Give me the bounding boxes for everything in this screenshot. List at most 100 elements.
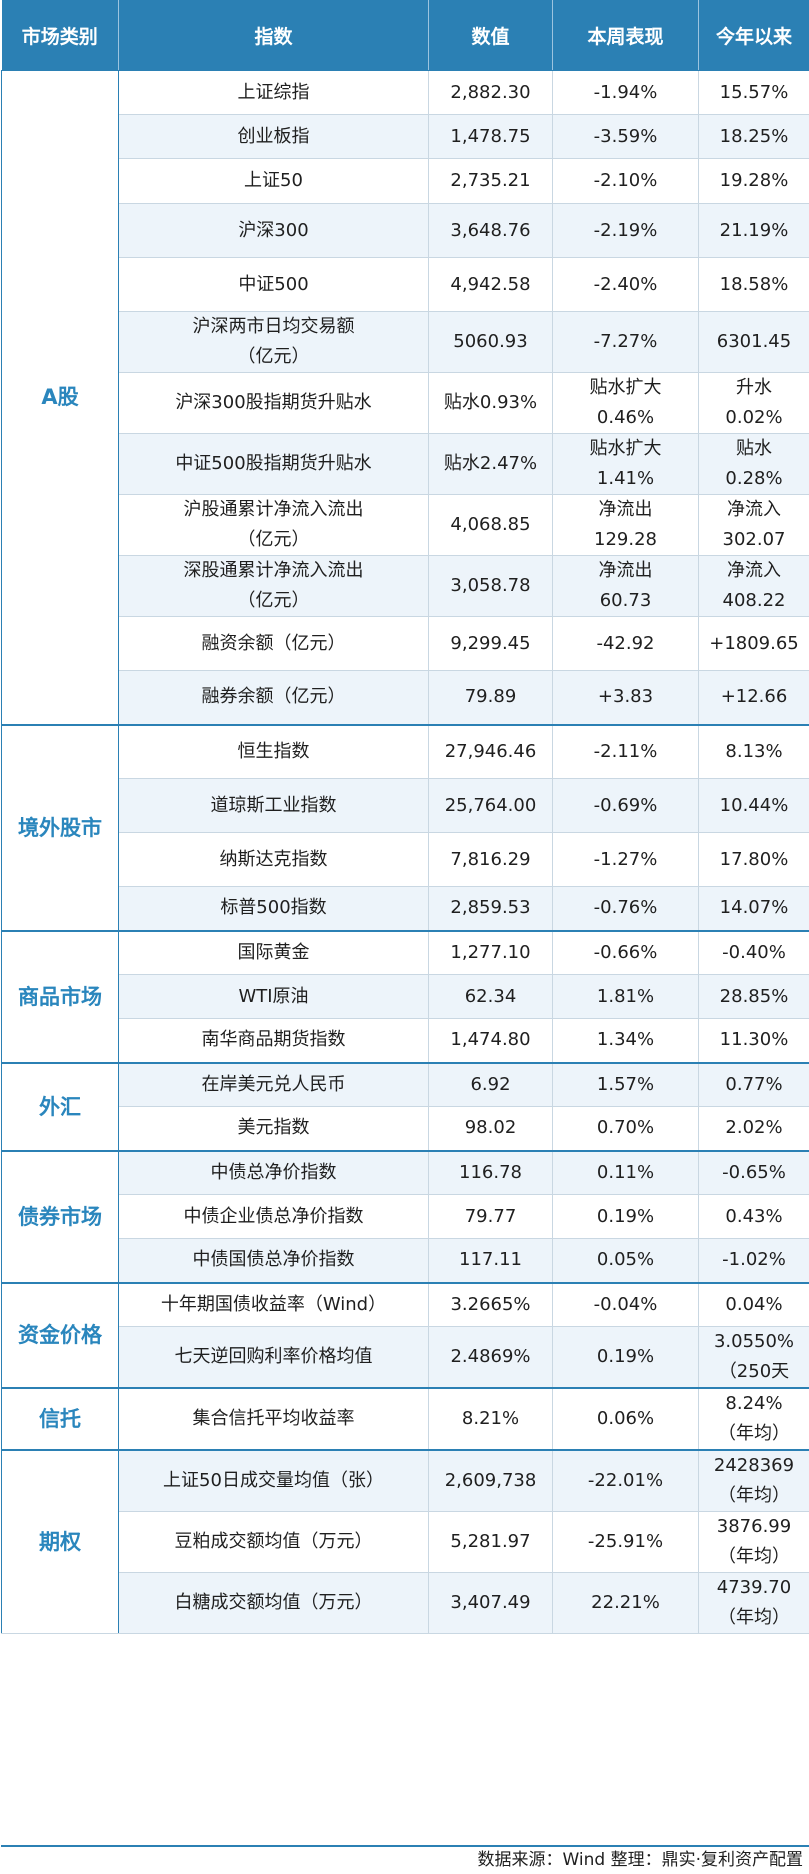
value-cell: 2,859.53 (429, 887, 553, 931)
week-change-cell: -2.10% (553, 159, 699, 204)
header-index: 指数 (119, 0, 429, 71)
value-cell-line: 25,764.00 (433, 791, 548, 821)
ytd-change-cell-line: 2428369 (703, 1451, 805, 1481)
index-name-cell: 创业板指 (119, 115, 429, 159)
ytd-change-cell-line: 3876.99 (703, 1512, 805, 1542)
index-name-cell-line: 沪深300 (123, 216, 424, 246)
index-name-cell: 沪深两市日均交易额（亿元） (119, 312, 429, 373)
ytd-change-cell-line: 21.19% (703, 216, 805, 246)
ytd-change-cell: 6301.45 (699, 312, 809, 373)
value-cell: 27,946.46 (429, 725, 553, 779)
value-cell-line: 7,816.29 (433, 845, 548, 875)
index-name-cell-line: 集合信托平均收益率 (123, 1404, 424, 1434)
index-name-cell: 中债总净价指数 (119, 1151, 429, 1195)
ytd-change-cell-line: 17.80% (703, 845, 805, 875)
value-cell-line: 4,068.85 (433, 510, 548, 540)
value-cell-line: 79.89 (433, 682, 548, 712)
ytd-change-cell-line: 18.25% (703, 122, 805, 152)
value-cell: 2,882.30 (429, 71, 553, 115)
ytd-change-cell: 0.43% (699, 1195, 809, 1239)
ytd-change-cell-line: （250天 (703, 1357, 805, 1387)
category-cell: 期权 (2, 1450, 119, 1634)
ytd-change-cell: -0.40% (699, 931, 809, 975)
week-change-cell: 0.05% (553, 1239, 699, 1283)
week-change-cell: -7.27% (553, 312, 699, 373)
week-change-cell-line: -0.66% (557, 938, 694, 968)
value-cell: 25,764.00 (429, 779, 553, 833)
header-row: 市场类别 指数 数值 本周表现 今年以来 (2, 0, 809, 71)
index-name-cell-line: 白糖成交额均值（万元） (123, 1588, 424, 1618)
week-change-cell-line: -0.76% (557, 893, 694, 923)
ytd-change-cell: 8.13% (699, 725, 809, 779)
week-change-cell-line: 0.19% (557, 1202, 694, 1232)
week-change-cell: +3.83 (553, 671, 699, 725)
category-cell: 信托 (2, 1388, 119, 1450)
value-cell: 4,068.85 (429, 495, 553, 556)
ytd-change-cell-line: 0.43% (703, 1202, 805, 1232)
table-row: 沪深两市日均交易额（亿元）5060.93-7.27%6301.45 (2, 312, 809, 373)
week-change-cell-line: 净流出 (557, 556, 694, 586)
week-change-cell-line: 1.81% (557, 982, 694, 1012)
ytd-change-cell-line: -0.40% (703, 938, 805, 968)
value-cell: 2,609,738 (429, 1450, 553, 1512)
value-cell-line: 3.2665% (433, 1290, 548, 1320)
index-name-cell: 融资余额（亿元） (119, 617, 429, 671)
ytd-change-cell: 19.28% (699, 159, 809, 204)
category-cell: A股 (2, 71, 119, 725)
value-cell-line: 3,058.78 (433, 571, 548, 601)
value-cell: 117.11 (429, 1239, 553, 1283)
week-change-cell: 1.34% (553, 1019, 699, 1063)
week-change-cell-line: -0.69% (557, 791, 694, 821)
source-footer: 数据来源：Wind 整理：鼎实·复利资产配置 (1, 1845, 809, 1873)
week-change-cell-line: -22.01% (557, 1466, 694, 1496)
week-change-cell-line: 贴水扩大 (557, 373, 694, 403)
ytd-change-cell-line: -0.65% (703, 1158, 805, 1188)
value-cell: 9,299.45 (429, 617, 553, 671)
category-cell: 外汇 (2, 1063, 119, 1151)
value-cell-line: 8.21% (433, 1404, 548, 1434)
week-change-cell-line: 0.11% (557, 1158, 694, 1188)
index-name-cell-line: 中证500股指期货升贴水 (123, 449, 424, 479)
value-cell: 6.92 (429, 1063, 553, 1107)
ytd-change-cell: 3876.99（年均） (699, 1512, 809, 1573)
value-cell-line: 3,407.49 (433, 1588, 548, 1618)
week-change-cell-line: 0.19% (557, 1342, 694, 1372)
value-cell: 4,942.58 (429, 258, 553, 312)
week-change-cell-line: 0.46% (557, 403, 694, 433)
index-name-cell-line: 中证500 (123, 270, 424, 300)
week-change-cell: 0.06% (553, 1388, 699, 1450)
week-change-cell-line: -7.27% (557, 327, 694, 357)
week-change-cell-line: 129.28 (557, 525, 694, 555)
value-cell-line: 98.02 (433, 1113, 548, 1143)
index-name-cell-line: 上证50日成交量均值（张） (123, 1466, 424, 1496)
index-name-cell: 国际黄金 (119, 931, 429, 975)
week-change-cell-line: -1.27% (557, 845, 694, 875)
ytd-change-cell-line: 8.13% (703, 737, 805, 767)
ytd-change-cell-line: 2.02% (703, 1113, 805, 1143)
week-change-cell: 22.21% (553, 1573, 699, 1634)
value-cell-line: 2.4869% (433, 1342, 548, 1372)
week-change-cell: -2.11% (553, 725, 699, 779)
week-change-cell: -0.04% (553, 1283, 699, 1327)
index-name-cell-line: 豆粕成交额均值（万元） (123, 1527, 424, 1557)
value-cell-line: 贴水0.93% (433, 388, 548, 418)
index-name-cell: 道琼斯工业指数 (119, 779, 429, 833)
value-cell: 3,648.76 (429, 204, 553, 258)
index-name-cell: 十年期国债收益率（Wind） (119, 1283, 429, 1327)
ytd-change-cell-line: 0.04% (703, 1290, 805, 1320)
ytd-change-cell: 21.19% (699, 204, 809, 258)
week-change-cell-line: 1.41% (557, 464, 694, 494)
week-change-cell-line: 22.21% (557, 1588, 694, 1618)
table-row: 豆粕成交额均值（万元）5,281.97-25.91%3876.99（年均） (2, 1512, 809, 1573)
